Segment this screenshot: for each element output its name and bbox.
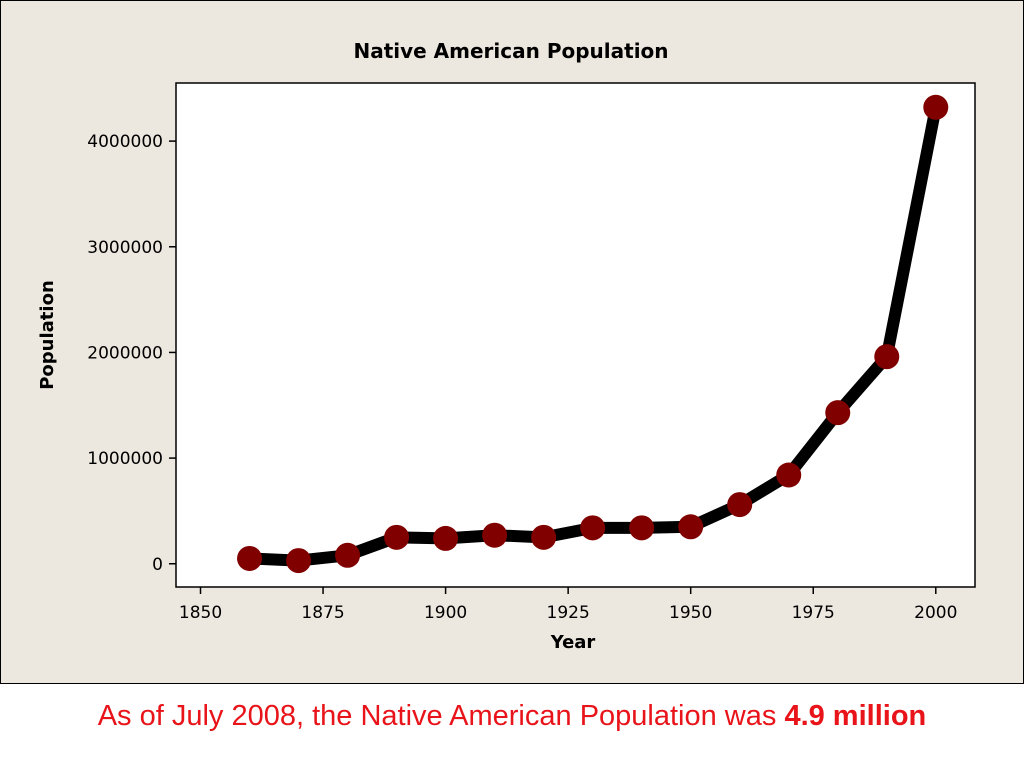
line-chart: Native American Population 0100000020000…	[37, 39, 976, 653]
data-point	[923, 94, 949, 120]
y-axis: 0 1000000 2000000 3000000 4000000	[87, 132, 176, 575]
caption-text: As of July 2008, the Native American Pop…	[97, 700, 785, 732]
x-tick-label: 1875	[301, 603, 344, 623]
x-axis-label: Year	[550, 632, 596, 653]
caption: As of July 2008, the Native American Pop…	[0, 700, 1024, 733]
data-point	[286, 548, 312, 574]
data-point	[433, 525, 459, 551]
x-tick-label: 1900	[424, 603, 467, 623]
x-tick-label: 1950	[669, 603, 712, 623]
y-tick-label: 1000000	[87, 449, 163, 469]
data-point	[629, 515, 655, 541]
y-axis-label: Population	[37, 280, 58, 390]
chart-frame: Native American Population 0 1000000 20000…	[0, 0, 1024, 684]
data-point	[727, 492, 753, 518]
y-tick-label: 0	[152, 555, 163, 575]
data-point	[384, 524, 410, 550]
x-axis: 1850 1875 1900 1925 1950 1975 2000	[179, 587, 957, 623]
data-point	[825, 400, 851, 426]
chart-title: Native American Population	[353, 39, 668, 63]
x-tick-label: 2000	[914, 603, 957, 623]
data-point	[678, 514, 704, 540]
plot-area	[175, 82, 976, 588]
caption-highlight: 4.9 million	[784, 700, 927, 732]
data-point	[580, 515, 606, 541]
data-point	[531, 524, 557, 550]
y-tick-label: 3000000	[87, 238, 163, 258]
data-series	[237, 94, 949, 574]
x-tick-label: 1975	[792, 603, 835, 623]
y-tick-label: 2000000	[87, 343, 163, 363]
data-point	[482, 522, 508, 548]
x-tick-label: 1925	[547, 603, 590, 623]
data-point	[776, 462, 802, 488]
data-point	[237, 545, 263, 571]
y-tick-label: 4000000	[87, 132, 163, 152]
data-point	[335, 542, 361, 568]
data-point	[874, 344, 900, 370]
x-tick-label: 1850	[179, 603, 222, 623]
